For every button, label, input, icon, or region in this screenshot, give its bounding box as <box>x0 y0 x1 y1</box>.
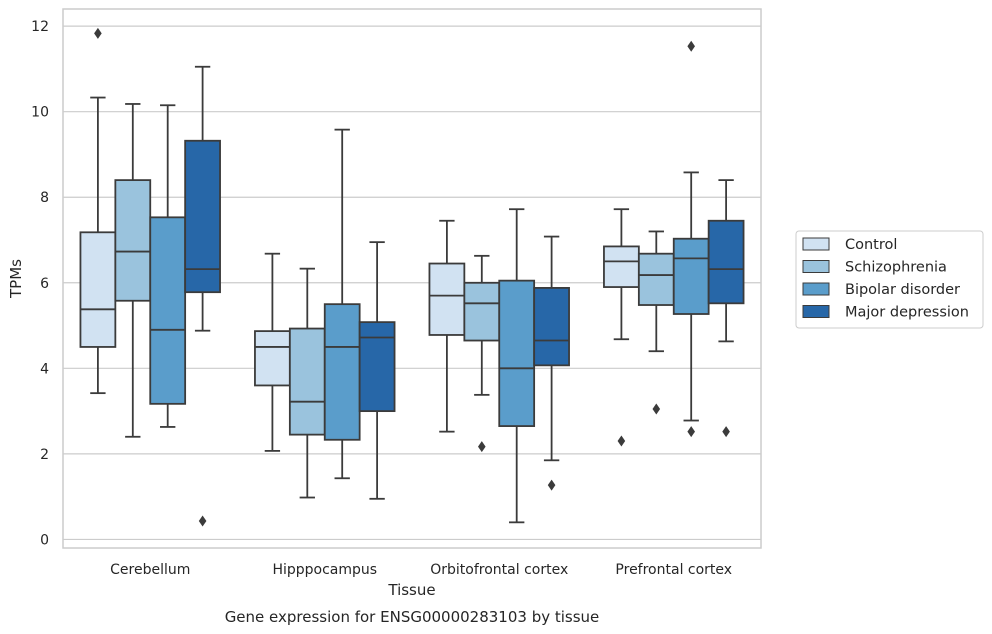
legend-item-major-depression[interactable]: Major depression <box>802 305 969 321</box>
x-tick-label: Cerebellum <box>110 562 190 578</box>
box-schizophrenia <box>637 230 675 415</box>
interquartile-box <box>114 179 152 302</box>
interquartile-box <box>358 321 396 413</box>
legend-label: Bipolar disorder <box>845 282 960 298</box>
box-major-depression <box>358 241 396 500</box>
y-axis-label: TPMs <box>7 259 25 299</box>
legend-swatch <box>802 305 830 318</box>
legend[interactable]: Control Schizophrenia Bipolar disorder Majo… <box>795 230 984 329</box>
box-bipolar-disorder <box>149 104 187 428</box>
interquartile-box <box>323 303 361 441</box>
legend-frame <box>795 230 984 329</box>
x-axis-label: Tissue <box>387 581 435 599</box>
box-major-depression <box>707 179 745 438</box>
box-bipolar-disorder <box>323 128 361 480</box>
box-control <box>79 27 117 395</box>
y-tick-label: 12 <box>31 19 49 35</box>
box-bipolar-disorder <box>498 208 536 524</box>
outlier-point <box>687 426 695 438</box>
x-tick-label: Orbitofrontal cortex <box>430 562 568 578</box>
y-tick-label: 2 <box>40 447 49 463</box>
y-axis-ticks: 0 2 4 6 8 10 12 <box>31 19 49 548</box>
interquartile-box <box>672 237 710 315</box>
y-tick-label: 8 <box>40 190 49 206</box>
legend-item-control[interactable]: Control <box>802 237 897 253</box>
y-tick-label: 0 <box>40 532 49 548</box>
interquartile-box <box>79 231 117 348</box>
outlier-point <box>547 479 556 491</box>
outlier-point <box>722 426 730 438</box>
outlier-point <box>94 27 102 39</box>
interquartile-box <box>498 279 536 427</box>
box-bipolar-disorder <box>672 40 710 438</box>
box-major-depression <box>184 65 221 527</box>
outlier-point <box>478 441 486 453</box>
interquartile-box <box>637 252 675 306</box>
outlier-point <box>617 435 626 447</box>
box-schizophrenia <box>463 254 501 453</box>
box-schizophrenia <box>288 267 326 499</box>
interquartile-box <box>707 219 745 305</box>
y-tick-label: 10 <box>31 105 49 121</box>
interquartile-box <box>149 216 187 405</box>
box-control <box>428 219 466 433</box>
outlier-point <box>198 515 207 527</box>
legend-item-bipolar-disorder[interactable]: Bipolar disorder <box>802 282 960 298</box>
legend-swatch <box>802 282 830 296</box>
plot-area-border <box>62 8 762 549</box>
box-plot-boxes <box>79 27 745 527</box>
interquartile-box <box>463 281 501 342</box>
x-tick-label: Hipppocampus <box>272 562 377 578</box>
legend-swatch <box>802 237 830 251</box>
box-control <box>603 208 640 447</box>
figure-caption: Gene expression for ENSG00000283103 by t… <box>225 608 600 626</box>
x-axis-ticks: Cerebellum Hipppocampus Orbitofrontal cort… <box>110 562 732 578</box>
legend-label: Major depression <box>845 305 969 321</box>
box-control <box>254 252 291 452</box>
interquartile-box <box>428 262 466 336</box>
interquartile-box <box>288 327 326 436</box>
legend-label: Control <box>845 237 897 253</box>
y-tick-label: 4 <box>40 361 49 377</box>
interquartile-box <box>184 139 221 294</box>
outlier-point <box>687 40 695 52</box>
legend-item-schizophrenia[interactable]: Schizophrenia <box>802 260 947 276</box>
y-tick-label: 6 <box>40 276 49 292</box>
interquartile-box <box>254 330 291 387</box>
box-major-depression <box>533 235 570 491</box>
box-schizophrenia <box>114 103 152 438</box>
outlier-point <box>652 403 661 415</box>
legend-label: Schizophrenia <box>845 260 947 276</box>
interquartile-box <box>603 245 640 288</box>
x-tick-label: Prefrontal cortex <box>615 562 732 578</box>
interquartile-box <box>533 287 570 367</box>
legend-swatch <box>802 260 830 273</box>
